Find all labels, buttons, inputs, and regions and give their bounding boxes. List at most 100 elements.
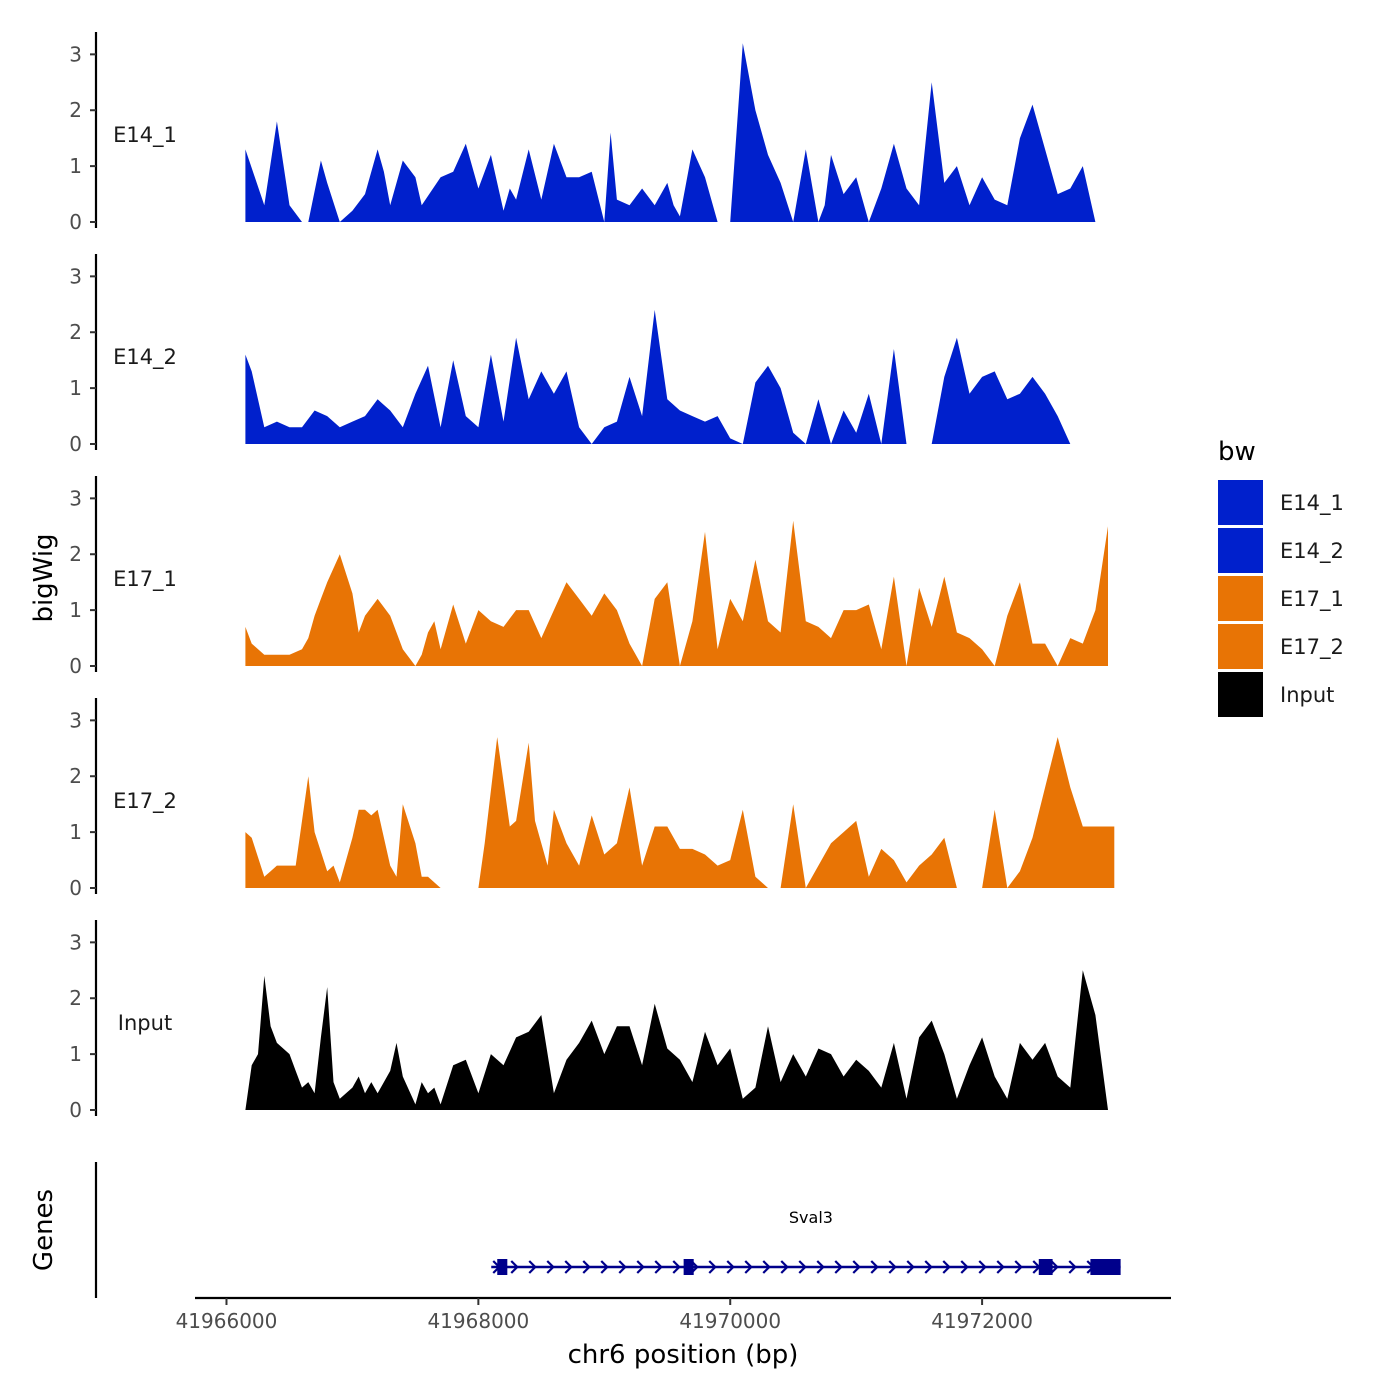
strand-arrow-icon	[1014, 1260, 1023, 1274]
y-tick-label: 1	[69, 598, 82, 622]
x-axis-ticks: 41966000 41968000 41970000 41972000	[176, 1298, 1033, 1333]
x-tick-label: 41968000	[427, 1309, 529, 1333]
genes-axis-title: Genes	[29, 1189, 59, 1271]
legend-item-e17-2: E17_2	[1218, 624, 1344, 669]
track-e17-1: 0 1 2 3 E17_1	[69, 476, 1108, 678]
strand-arrow-icon	[528, 1260, 537, 1274]
tracks-layer: 0 1 2 3 E14_1 0 1 2 3 E14_2 0 1 2 3 E17_1 0 1 2 3 E17_2 0 1 2 3…	[69, 32, 1115, 1122]
track-e14-1: 0 1 2 3 E14_1	[69, 32, 1108, 234]
strand-arrow-icon	[726, 1260, 735, 1274]
legend-label: E17_1	[1280, 587, 1344, 612]
gene-label: Sval3	[789, 1208, 833, 1227]
strand-arrow-icon	[996, 1260, 1005, 1274]
x-axis-title: chr6 position (bp)	[568, 1340, 799, 1370]
track-label: E14_1	[113, 123, 177, 148]
strand-arrow-icon	[888, 1260, 897, 1274]
y-tick-label: 3	[69, 486, 82, 510]
legend-swatch	[1218, 576, 1263, 621]
y-tick-label: 1	[69, 1042, 82, 1066]
strand-arrow-icon	[1050, 1260, 1059, 1274]
strand-arrow-icon	[600, 1260, 609, 1274]
strand-arrow-icon	[780, 1260, 789, 1274]
legend-title: bw	[1218, 437, 1256, 467]
track-label: E17_1	[113, 567, 177, 592]
y-tick-label: 0	[69, 210, 82, 234]
strand-arrow-icon	[708, 1260, 717, 1274]
x-tick-label: 41972000	[931, 1309, 1033, 1333]
signal-area-e17-2	[245, 737, 1115, 888]
y-tick-label: 0	[69, 432, 82, 456]
signal-area-e14-1	[245, 43, 1108, 223]
track-label: E17_2	[113, 789, 177, 814]
strand-arrow-icon	[924, 1260, 933, 1274]
gene-exon	[1038, 1259, 1053, 1275]
strand-arrow-icon	[978, 1260, 987, 1274]
strand-arrow-icon	[816, 1260, 825, 1274]
y-tick-label: 2	[69, 986, 82, 1010]
track-e14-2: 0 1 2 3 E14_2	[69, 254, 1115, 456]
legend-item-input: Input	[1218, 672, 1334, 717]
legend-swatch	[1218, 624, 1263, 669]
legend-swatch	[1218, 480, 1263, 525]
y-tick-label: 3	[69, 930, 82, 954]
legend-label: E14_2	[1280, 539, 1344, 564]
strand-arrow-icon	[834, 1260, 843, 1274]
strand-arrow-icon	[654, 1260, 663, 1274]
y-tick-label: 3	[69, 708, 82, 732]
y-tick-label: 2	[69, 320, 82, 344]
strand-arrow-icon	[546, 1260, 555, 1274]
legend-label: Input	[1280, 683, 1334, 707]
y-tick-label: 2	[69, 542, 82, 566]
genes-items: Sval3	[491, 1208, 1121, 1275]
strand-arrow-icon	[906, 1260, 915, 1274]
strand-arrow-icon	[870, 1260, 879, 1274]
strand-arrow-icon	[942, 1260, 951, 1274]
strand-arrow-icon	[636, 1260, 645, 1274]
track-label: Input	[118, 1011, 172, 1035]
strand-arrow-icon	[744, 1260, 753, 1274]
legend-items: E14_1 E14_2 E17_1 E17_2 Input	[1218, 480, 1344, 717]
track-e17-2: 0 1 2 3 E17_2	[69, 698, 1115, 900]
strand-arrow-icon	[960, 1260, 969, 1274]
strand-arrow-icon	[798, 1260, 807, 1274]
y-axis-title: bigWig	[29, 533, 59, 622]
legend-label: E14_1	[1280, 491, 1344, 516]
y-tick-label: 1	[69, 154, 82, 178]
y-tick-label: 0	[69, 876, 82, 900]
legend-swatch	[1218, 672, 1263, 717]
x-tick-label: 41966000	[176, 1309, 278, 1333]
gene-exon	[1090, 1259, 1121, 1275]
strand-arrow-icon	[510, 1260, 519, 1274]
legend-swatch	[1218, 528, 1263, 573]
gene-sval3: Sval3	[491, 1208, 1121, 1275]
strand-arrow-icon	[618, 1260, 627, 1274]
y-tick-label: 2	[69, 764, 82, 788]
y-tick-label: 3	[69, 264, 82, 288]
legend-item-e14-1: E14_1	[1218, 480, 1344, 525]
gene-exon	[497, 1259, 508, 1275]
y-tick-label: 1	[69, 376, 82, 400]
track-label: E14_2	[113, 345, 177, 370]
x-axis: 41966000 41968000 41970000 41972000 chr6 po…	[176, 1296, 1171, 1370]
strand-arrow-icon	[672, 1260, 681, 1274]
y-tick-label: 3	[69, 42, 82, 66]
signal-area-e14-2	[245, 309, 1115, 444]
y-tick-label: 0	[69, 654, 82, 678]
legend-item-e14-2: E14_2	[1218, 528, 1344, 573]
x-tick-label: 41970000	[679, 1309, 781, 1333]
strand-arrow-icon	[1068, 1260, 1077, 1274]
legend-item-e17-1: E17_1	[1218, 576, 1344, 621]
signal-area-e17-1	[245, 520, 1108, 666]
y-tick-label: 1	[69, 820, 82, 844]
strand-arrow-icon	[852, 1260, 861, 1274]
strand-arrow-icon	[762, 1260, 771, 1274]
y-tick-label: 2	[69, 98, 82, 122]
signal-area-input	[245, 970, 1115, 1110]
legend: bw E14_1 E14_2 E17_1 E17_2 Input	[1218, 437, 1344, 717]
genes-panel: Sval3	[94, 1162, 1121, 1298]
gene-exon	[683, 1259, 694, 1275]
legend-label: E17_2	[1280, 635, 1344, 660]
y-tick-label: 0	[69, 1098, 82, 1122]
strand-arrow-icon	[564, 1260, 573, 1274]
